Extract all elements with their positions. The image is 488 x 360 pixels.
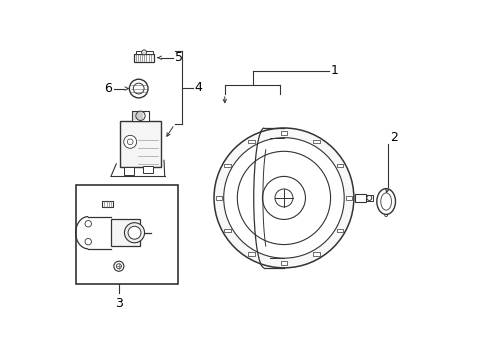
Bar [354, 194, 366, 202]
Bar [336, 164, 343, 167]
Bar [134, 54, 154, 62]
Bar [248, 140, 254, 143]
Bar [120, 121, 161, 167]
Bar [248, 252, 254, 256]
Text: 1: 1 [330, 64, 338, 77]
Bar [336, 229, 343, 232]
Ellipse shape [376, 189, 395, 215]
Text: 6: 6 [104, 82, 112, 95]
Circle shape [136, 111, 145, 121]
Circle shape [274, 189, 292, 207]
Circle shape [142, 50, 146, 55]
Bar [111, 219, 140, 246]
Text: 4: 4 [194, 81, 202, 94]
Bar [132, 111, 148, 121]
Circle shape [366, 195, 371, 201]
Circle shape [133, 83, 144, 94]
Bar [366, 195, 372, 201]
Text: 2: 2 [389, 131, 397, 144]
Circle shape [116, 264, 121, 269]
Text: 5: 5 [174, 51, 182, 64]
Bar [215, 196, 222, 200]
Circle shape [237, 151, 330, 244]
Circle shape [114, 261, 123, 271]
Circle shape [85, 238, 91, 245]
Text: 3: 3 [115, 297, 122, 310]
Bar [280, 131, 286, 135]
Bar [76, 185, 178, 284]
Circle shape [124, 223, 144, 243]
Circle shape [262, 176, 305, 220]
Circle shape [85, 221, 91, 227]
Circle shape [128, 226, 141, 239]
Circle shape [214, 128, 353, 268]
Bar [135, 51, 152, 54]
Circle shape [127, 139, 133, 145]
Circle shape [123, 135, 136, 148]
Bar [345, 196, 351, 200]
Circle shape [384, 214, 387, 217]
Bar [280, 261, 286, 265]
Bar [313, 140, 319, 143]
Bar [224, 229, 230, 232]
Circle shape [129, 79, 148, 98]
Bar [224, 164, 230, 167]
Bar [124, 167, 134, 175]
Bar [313, 252, 319, 256]
Circle shape [223, 138, 344, 258]
Bar [142, 166, 153, 173]
Ellipse shape [380, 193, 391, 210]
Bar [102, 201, 113, 207]
